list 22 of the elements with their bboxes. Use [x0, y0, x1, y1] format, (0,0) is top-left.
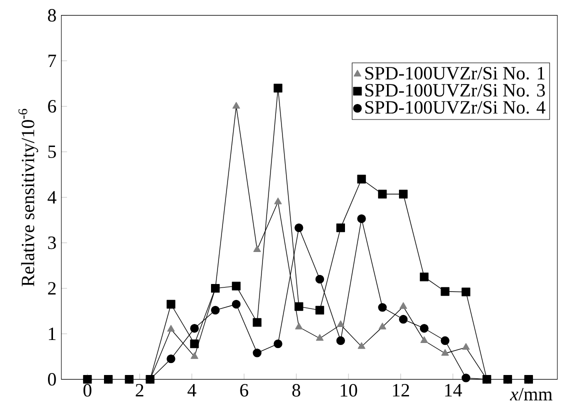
x-tick-label: 0	[83, 384, 92, 397]
y-axis-title: Relative sensitivity/10$^{-6}$	[18, 108, 38, 286]
x-tick-label: 4	[188, 384, 196, 396]
y-tick-label: 0	[48, 373, 56, 386]
y-tick-label: 6	[48, 100, 56, 113]
legend-label: SPD-100UVZr/Si No. 3	[365, 84, 545, 97]
x-tick-label: 14	[445, 384, 462, 396]
y-tick-label: 3	[48, 236, 56, 250]
x-tick-label: 10	[340, 384, 358, 397]
y-tick-label: 2	[48, 282, 56, 294]
y-tick-label: 5	[48, 146, 56, 158]
x-tick-label: 12	[393, 384, 409, 396]
y-tick-label: 1	[48, 328, 56, 340]
x-tick-label: 2	[136, 384, 144, 396]
x-tick-label: 8	[292, 384, 300, 397]
x-axis-title: x/mm	[510, 388, 552, 401]
legend-label: SPD-100UVZr/Si No. 4	[365, 101, 546, 114]
legend-label: SPD-100UVZr/Si No. 1	[365, 66, 544, 80]
y-tick-label: 4	[48, 191, 56, 204]
y-tick-label: 7	[48, 54, 56, 67]
x-tick-label: 6	[240, 384, 248, 397]
y-tick-label: 8	[48, 9, 56, 22]
